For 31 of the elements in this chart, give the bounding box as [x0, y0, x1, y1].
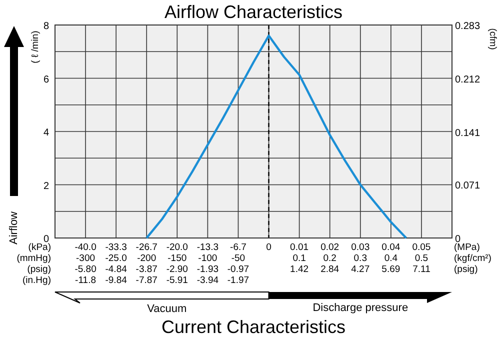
chart-title: Airflow Characteristics — [164, 2, 343, 22]
text: (kPa) (mmHg) (psig) (in.Hg) — [16, 242, 51, 286]
y2-tick-label: 0.071 — [455, 180, 480, 192]
text: Current Characteristics — [161, 317, 346, 337]
y2-tick-label: 0.141 — [455, 128, 480, 139]
x-tick-label: 0.01 0.1 1.42 — [290, 242, 309, 275]
x-tick-label: -40.0 -300 -5.80 -11.8 — [74, 242, 96, 286]
line-series — [146, 34, 408, 240]
x-tick-label: 0.05 0.5 7.11 — [412, 242, 431, 275]
x-tick-label: -13.3 -100 -1.93 -3.94 — [196, 242, 219, 286]
y-tick-label: 4 — [43, 128, 50, 138]
x-tick-label: 0.04 0.4 5.69 — [382, 242, 400, 275]
text: Airflow — [8, 211, 20, 245]
y-tick-label: 0 — [43, 234, 50, 245]
y2-tick-label: 0.212 — [455, 74, 480, 86]
x-tick-label: -20.0 -150 -2.90 -5.91 — [166, 242, 188, 286]
y-tick-label: 6 — [43, 74, 50, 86]
y-tick-label: 8 — [43, 21, 50, 32]
x-tick-label: -26.7 -200 -3.87 -7.87 — [136, 242, 158, 286]
x-tick-label: -33.3 -25.0 -4.84 -9.84 — [105, 242, 127, 286]
text: Vacuum — [147, 303, 187, 315]
x-tick-label: 0.03 0.3 4.27 — [351, 242, 370, 275]
y-axis-title: ( ℓ /min) — [30, 30, 41, 64]
text: (MPa) (kgf/cm²) (psig) — [454, 242, 492, 275]
x-tick-label: -6.7 -50 -0.97 -1.97 — [227, 242, 250, 286]
y2-tick-label: 0.283 — [455, 21, 480, 32]
x-tick-label: 0.02 0.2 2.84 — [320, 242, 340, 275]
text: Discharge pressure — [312, 302, 408, 314]
y-tick-label: 2 — [43, 180, 50, 192]
y2-axis-title: (cfm) — [487, 28, 498, 50]
x-tick-label: 0 — [266, 242, 272, 253]
